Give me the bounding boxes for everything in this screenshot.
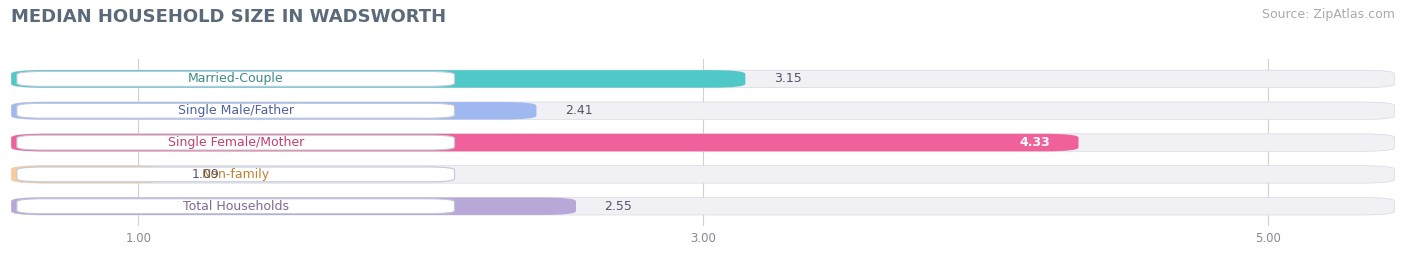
Text: 1.09: 1.09 (193, 168, 219, 181)
Text: Single Female/Mother: Single Female/Mother (167, 136, 304, 149)
FancyBboxPatch shape (11, 166, 163, 183)
Text: 2.41: 2.41 (565, 104, 592, 117)
FancyBboxPatch shape (17, 72, 454, 86)
FancyBboxPatch shape (17, 167, 454, 182)
Text: 4.33: 4.33 (1019, 136, 1050, 149)
FancyBboxPatch shape (11, 197, 576, 215)
FancyBboxPatch shape (11, 134, 1078, 151)
Text: Source: ZipAtlas.com: Source: ZipAtlas.com (1261, 8, 1395, 21)
Text: MEDIAN HOUSEHOLD SIZE IN WADSWORTH: MEDIAN HOUSEHOLD SIZE IN WADSWORTH (11, 8, 446, 26)
FancyBboxPatch shape (11, 102, 1395, 119)
Text: Married-Couple: Married-Couple (188, 72, 284, 86)
Text: 3.15: 3.15 (773, 72, 801, 86)
Text: Non-family: Non-family (201, 168, 270, 181)
FancyBboxPatch shape (11, 70, 745, 88)
Text: Single Male/Father: Single Male/Father (177, 104, 294, 117)
Text: Total Households: Total Households (183, 200, 288, 213)
FancyBboxPatch shape (11, 166, 1395, 183)
FancyBboxPatch shape (11, 197, 1395, 215)
FancyBboxPatch shape (11, 134, 1395, 151)
FancyBboxPatch shape (11, 102, 537, 119)
Text: 2.55: 2.55 (605, 200, 633, 213)
FancyBboxPatch shape (17, 135, 454, 150)
FancyBboxPatch shape (11, 70, 1395, 88)
FancyBboxPatch shape (17, 199, 454, 214)
FancyBboxPatch shape (17, 103, 454, 118)
